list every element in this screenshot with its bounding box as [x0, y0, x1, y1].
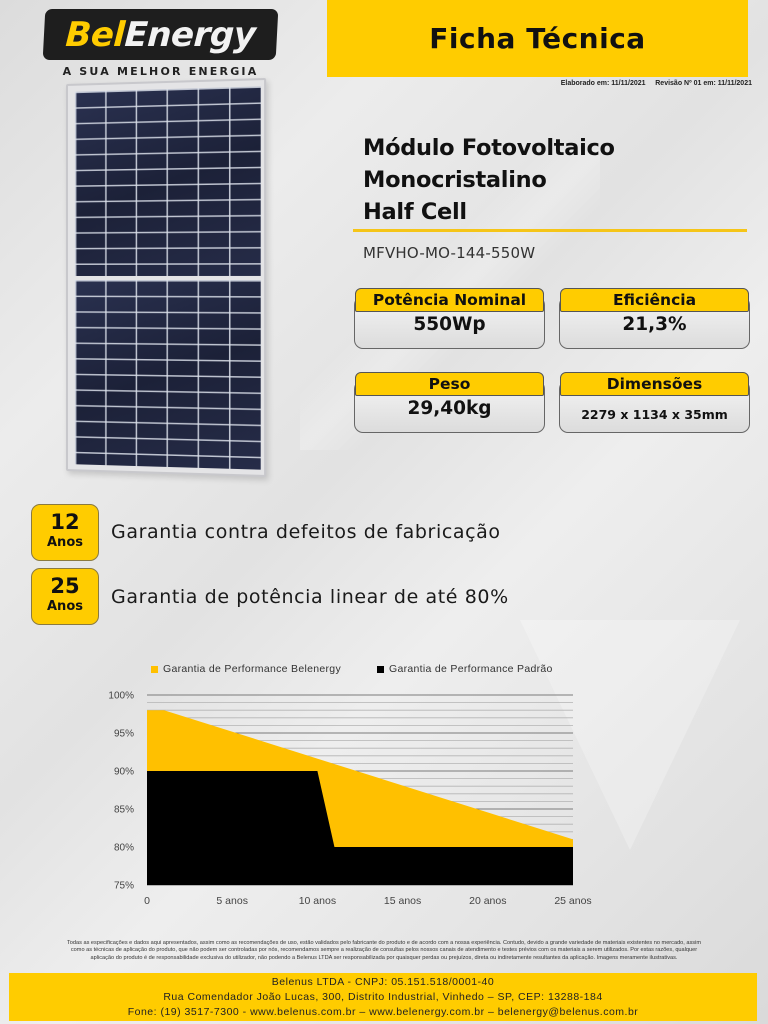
legend-label: Garantia de Performance Belenergy: [163, 663, 341, 675]
chart-legend-item-padrao: Garantia de Performance Padrão: [377, 663, 553, 675]
svg-text:95%: 95%: [114, 729, 134, 740]
svg-text:20 anos: 20 anos: [469, 895, 506, 907]
svg-text:85%: 85%: [114, 805, 134, 816]
area-padrao: [147, 771, 573, 885]
title-divider: [353, 229, 747, 232]
warranty-text: Garantia contra defeitos de fabricação: [111, 521, 501, 543]
spec-label: Dimensões: [560, 372, 749, 396]
svg-text:10 anos: 10 anos: [299, 895, 336, 907]
spec-card-weight: Peso 29,40kg: [354, 372, 545, 433]
warranty-years: 25: [50, 574, 80, 598]
product-model: MFVHO-MO-144-550W: [363, 244, 536, 262]
spec-card-efficiency: Eficiência 21,3%: [559, 288, 750, 349]
footer-company: Belenus LTDA - CNPJ: 05.151.518/0001-40: [271, 976, 495, 988]
spec-value: 550Wp: [413, 314, 486, 335]
chart-legend-item-belenergy: Garantia de Performance Belenergy: [151, 663, 341, 675]
disclaimer-line: Todas as especificações e dados aqui apr…: [66, 940, 702, 946]
product-title-line: Half Cell: [363, 199, 467, 225]
warranty-years: 12: [50, 510, 80, 534]
svg-text:15 anos: 15 anos: [384, 895, 421, 907]
spec-label: Eficiência: [560, 288, 749, 312]
spec-value: 21,3%: [622, 314, 687, 335]
legal-disclaimer: Todas as especificações e dados aqui apr…: [14, 940, 754, 962]
svg-text:90%: 90%: [114, 767, 134, 778]
product-title-line: Monocristalino: [363, 167, 547, 193]
warranty-text: Garantia de potência linear de até 80%: [111, 586, 509, 608]
revision-info: Elaborado em: 11/11/2021 Revisão Nº 01 e…: [560, 80, 752, 87]
chart-x-axis: 0 5 anos 10 anos 15 anos 20 anos 25 anos: [144, 895, 592, 907]
warranty-unit: Anos: [47, 599, 83, 614]
disclaimer-line: aplicação do produto é de responsabilida…: [90, 954, 678, 961]
svg-text:25 anos: 25 anos: [554, 895, 591, 907]
spec-card-dimensions: Dimensões 2279 x 1134 x 35mm: [559, 372, 750, 433]
warranty-unit: Anos: [47, 535, 83, 550]
warranty-badge-25: 25 Anos: [31, 568, 99, 625]
page-title-banner: Ficha Técnica: [327, 0, 748, 77]
svg-text:75%: 75%: [114, 881, 134, 892]
disclaimer-line: como as técnicas de aplicação do produto…: [70, 947, 698, 954]
spec-card-power: Potência Nominal 550Wp: [354, 288, 545, 349]
chart-y-axis: 100% 95% 90% 85% 80% 75%: [108, 691, 134, 892]
product-title-line: Módulo Fotovoltaico: [363, 135, 615, 161]
legend-swatch-black: [377, 665, 384, 673]
page-title: Ficha Técnica: [429, 22, 646, 55]
brand-tagline: A SUA MELHOR ENERGIA: [62, 65, 259, 78]
spec-value: 29,40kg: [407, 398, 492, 419]
legend-label: Garantia de Performance Padrão: [389, 663, 553, 675]
footer-contact: Belenus LTDA - CNPJ: 05.151.518/0001-40 …: [9, 973, 757, 1021]
product-title: Módulo Fotovoltaico Monocristalino Half …: [363, 132, 615, 228]
svg-text:80%: 80%: [114, 843, 134, 854]
spec-value: 2279 x 1134 x 35mm: [581, 407, 728, 422]
svg-text:5 anos: 5 anos: [216, 895, 248, 907]
legend-swatch-yellow: [151, 665, 158, 673]
spec-label: Potência Nominal: [355, 288, 544, 312]
footer-contacts: Fone: (19) 3517-7300 - www.belenus.com.b…: [127, 1006, 639, 1018]
footer-address: Rua Comendador João Lucas, 300, Distrito…: [163, 991, 603, 1003]
warranty-badge-12: 12 Anos: [31, 504, 99, 561]
svg-text:0: 0: [144, 895, 150, 907]
spec-label: Peso: [355, 372, 544, 396]
svg-text:100%: 100%: [108, 691, 134, 702]
